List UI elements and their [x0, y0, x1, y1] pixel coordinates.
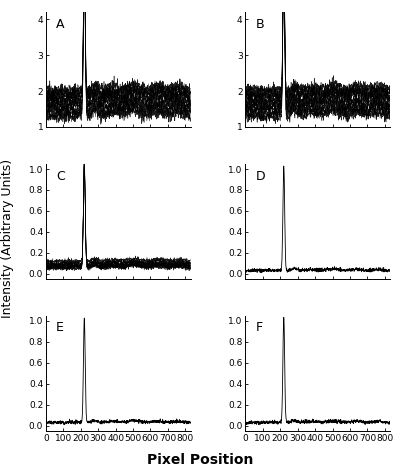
Text: B: B: [256, 18, 264, 30]
Text: D: D: [256, 169, 265, 183]
Text: A: A: [56, 18, 65, 30]
Text: F: F: [256, 321, 263, 335]
Text: E: E: [56, 321, 64, 335]
Text: Intensity (Arbitrary Units): Intensity (Arbitrary Units): [1, 159, 14, 317]
Text: Pixel Position: Pixel Position: [147, 454, 253, 467]
Text: C: C: [56, 169, 65, 183]
